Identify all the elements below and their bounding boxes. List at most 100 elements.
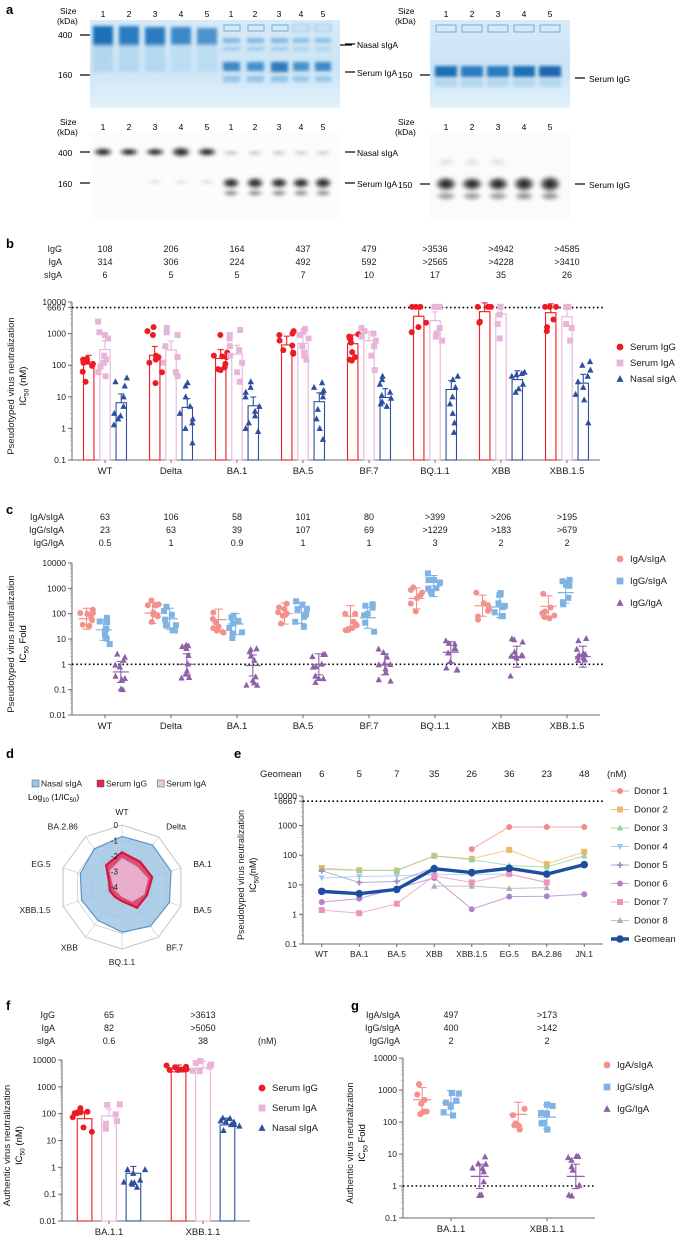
panel-e-label: e xyxy=(234,746,242,761)
bar-group xyxy=(110,374,130,461)
legend-label: Serum IgG xyxy=(272,1083,318,1094)
bar-group xyxy=(429,303,446,461)
x-tick-label: XBB.1.5 xyxy=(456,949,487,959)
svg-text:5: 5 xyxy=(205,122,210,132)
scatter-group xyxy=(537,1101,556,1133)
bar-group xyxy=(120,1165,149,1222)
gel-kda-label: (kDa) xyxy=(57,16,78,26)
x-tick-label: BF.7 xyxy=(359,466,378,477)
annot-value: 7 xyxy=(300,270,305,280)
annot-value: >3536 xyxy=(422,244,447,254)
svg-text:Pseudotyped virus neutralizati: Pseudotyped virus neutralization xyxy=(6,317,17,454)
scatter-group xyxy=(375,645,394,684)
annot-row-label: IgG xyxy=(47,244,62,254)
x-tick-label: BA.5 xyxy=(293,466,314,477)
svg-text:3: 3 xyxy=(277,9,282,19)
gel-kda-label-lb: (kDa) xyxy=(57,127,78,137)
svg-text:1: 1 xyxy=(229,122,234,132)
gel-kda-label-rt: (kDa) xyxy=(395,16,416,26)
bar-group xyxy=(296,325,312,461)
x-tick-label: BF.7 xyxy=(359,721,378,732)
panel-f-plot: 10000 1000 100 10 1 0.1 0.01 Authentic virus ne… xyxy=(2,1010,319,1238)
bar-group xyxy=(189,1057,215,1222)
scatter-group xyxy=(144,597,162,625)
y-tick-label: 1 xyxy=(292,909,297,919)
svg-text:IC50 (nM): IC50 (nM) xyxy=(18,367,31,406)
annot-value: 0.9 xyxy=(231,538,244,548)
svg-text:1: 1 xyxy=(101,122,106,132)
annot-row-label: IgG/IgA xyxy=(33,538,64,548)
panel-c: c 10000 1000 100 10 1 0.1 0.01 Pseudotyped viru… xyxy=(0,500,695,744)
scatter-group xyxy=(77,606,96,630)
y-tick-label: 6667 xyxy=(47,303,66,313)
panel-a-gels: Size (kDa) 400 160 1 2 3 4 5 1 2 3 4 5 xyxy=(57,6,630,218)
y-tick-label: 100 xyxy=(283,850,297,860)
panel-g-ylabel: Authentic virus neutralization xyxy=(345,1082,356,1203)
annot-value: >5050 xyxy=(190,1023,215,1033)
annot-value: >679 xyxy=(557,525,577,535)
svg-text:4: 4 xyxy=(179,9,184,19)
annot-value: >4942 xyxy=(488,244,513,254)
bar-group xyxy=(474,302,494,461)
svg-text:2: 2 xyxy=(470,9,475,19)
x-tick-label: BA.1.1 xyxy=(437,1224,466,1235)
svg-text:4: 4 xyxy=(522,122,527,132)
annot-value: >142 xyxy=(537,1023,557,1033)
annot-value: 39 xyxy=(232,525,242,535)
svg-text:2: 2 xyxy=(253,122,258,132)
bar-group xyxy=(408,303,430,461)
panel-f: f 10000 1000 100 10 1 0.1 0.01 Authentic virus … xyxy=(0,996,350,1249)
panel-d: d Nasal sIgA Serum IgG Serum IgA 0 -1 -2 -3 -4 L… xyxy=(0,744,240,994)
radar-axis-title: Log10 (1/IC50) xyxy=(28,792,79,804)
annot-row-label: IgG/sIgA xyxy=(365,1023,400,1033)
y-tick-label: 1 xyxy=(51,1162,56,1172)
annot-row-label: IgG xyxy=(40,1010,55,1020)
svg-text:4: 4 xyxy=(299,122,304,132)
annot-value: 82 xyxy=(104,1023,114,1033)
scatter-group xyxy=(557,576,574,608)
annot-value: >1229 xyxy=(422,525,447,535)
unit-label: (nM) xyxy=(258,1036,277,1046)
annot-value: 63 xyxy=(100,512,110,522)
gel-lane-numbers-lb: 1 2 3 4 5 1 2 3 4 5 xyxy=(101,122,326,132)
y-tick-label: 10 xyxy=(47,1136,57,1146)
svg-text:IC50 (nM): IC50 (nM) xyxy=(14,1126,27,1165)
legend-label: Nasal sIgA xyxy=(41,779,82,789)
y-tick-label: 0.01 xyxy=(49,710,66,720)
y-tick-label: 1000 xyxy=(278,821,297,831)
annot-row-label: sIgA xyxy=(44,270,62,280)
legend-label: Donor 5 xyxy=(634,860,668,871)
bar-group xyxy=(494,303,507,461)
scatter-group xyxy=(112,650,129,693)
radar-category-label: Delta xyxy=(166,821,186,831)
legend-label: Geomean xyxy=(634,934,676,945)
gel-size-label-rb: Size xyxy=(398,117,415,127)
svg-text:2: 2 xyxy=(127,122,132,132)
y-tick-label: 0.1 xyxy=(44,1189,56,1199)
svg-text:2: 2 xyxy=(253,9,258,19)
radar-rtick: 0 xyxy=(114,821,119,830)
y-tick-label: 10000 xyxy=(373,1053,397,1063)
panel-a-label: a xyxy=(6,2,14,17)
svg-text:3: 3 xyxy=(496,122,501,132)
annot-value: >3613 xyxy=(190,1010,215,1020)
annot-value: 6 xyxy=(102,270,107,280)
legend-swatch xyxy=(96,779,105,788)
gel-annot-serum-iga-lb: Serum IgA xyxy=(357,179,397,189)
legend-label: Serum IgG xyxy=(630,342,676,353)
gel-size-label-rt: Size xyxy=(398,6,415,16)
annot-value: 35 xyxy=(496,270,506,280)
bar-group xyxy=(508,368,528,461)
bar-group xyxy=(163,1062,190,1222)
svg-text:3: 3 xyxy=(153,9,158,19)
annot-value: >195 xyxy=(557,512,577,522)
gel-mark-400: 400 xyxy=(58,30,72,40)
bar-group xyxy=(160,325,181,461)
legend-label: Serum IgA xyxy=(630,358,676,369)
radar-series xyxy=(109,857,149,902)
series-line xyxy=(321,867,435,883)
gel-lane-numbers-rb: 1 2 3 4 5 xyxy=(444,122,553,132)
annot-row-label: IgG/sIgA xyxy=(29,525,64,535)
